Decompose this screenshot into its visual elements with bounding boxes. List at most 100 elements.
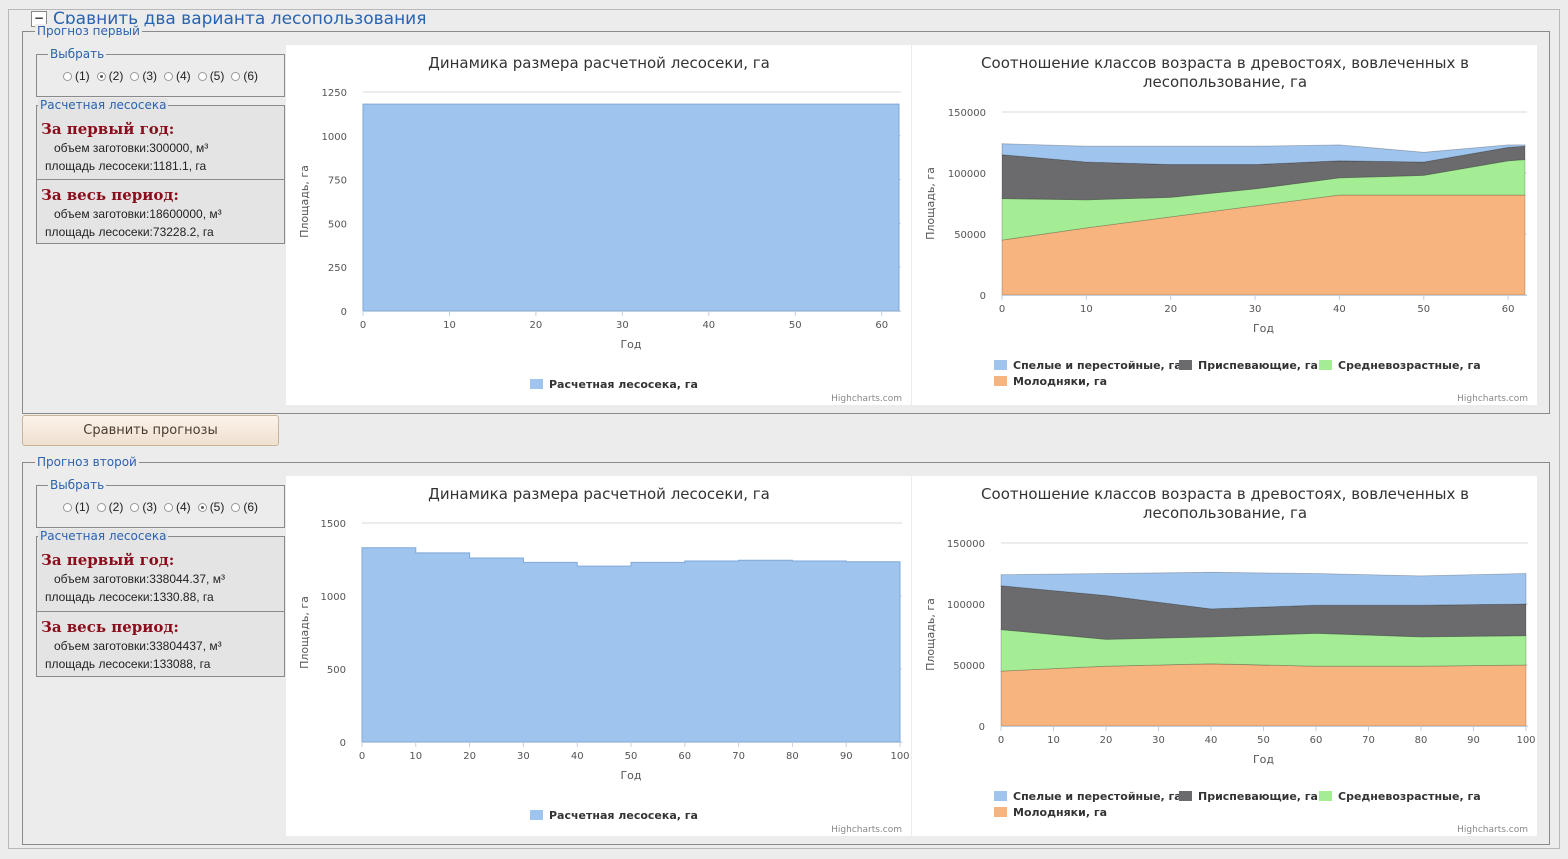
area-series-1 <box>361 547 901 743</box>
forecast-option-2[interactable]: (2) <box>96 500 124 514</box>
x-tick-label: 20 <box>1164 304 1177 315</box>
y-tick-label: 1500 <box>321 519 346 530</box>
chart-title-line: лесопользование, га <box>1143 504 1307 522</box>
radio-button[interactable] <box>231 71 241 81</box>
forecast-second-fieldset: Прогноз второй Выбрать (1) (2) (3) (4) (5) (6… <box>22 455 1550 845</box>
first-year-area: площадь лесосеки:1330.88, га <box>45 590 214 604</box>
first-year-heading: За первый год: <box>41 120 175 138</box>
radio-button[interactable] <box>63 71 72 81</box>
radio-label: (2) <box>108 500 124 514</box>
forecast-option-6[interactable]: (6) <box>231 69 258 83</box>
y-tick-label: 500 <box>328 219 347 230</box>
compare-fieldset: − Сравнить два варианта лесопользования <box>8 9 1560 849</box>
area-series-3 <box>1001 159 1526 241</box>
highcharts-credit: Highcharts.com <box>831 394 902 404</box>
chart-title-line: Динамика размера расчетной лесосеки, га <box>428 485 770 503</box>
first-year-area: площадь лесосеки:1181.1, га <box>45 159 207 173</box>
legend-swatch <box>994 360 1007 370</box>
legend-swatch <box>1179 360 1192 370</box>
y-axis-label: Площадь, га <box>924 167 937 240</box>
legend-swatch <box>994 791 1007 801</box>
forecast-option-3[interactable]: (3) <box>130 500 157 514</box>
forecast-option-2[interactable]: (2) <box>96 69 123 83</box>
radio-button[interactable] <box>231 502 241 512</box>
lot-size-chart-second: Динамика размера расчетной лесосеки, га 0… <box>286 476 911 836</box>
select-legend: Выбрать <box>48 478 107 492</box>
x-tick-label: 0 <box>359 751 365 762</box>
x-tick-label: 60 <box>678 751 691 762</box>
radio-label: (3) <box>142 69 158 83</box>
radio-label: (1) <box>75 69 90 83</box>
age-class-chart-svg: Соотношение классов возраста в древостоя… <box>924 54 1528 404</box>
forecast-first-legend: Прогноз первый <box>35 24 142 38</box>
forecast-option-5[interactable]: (5) <box>197 69 224 83</box>
y-tick-label: 0 <box>980 291 986 302</box>
first-year-heading: За первый год: <box>41 551 175 569</box>
radio-button[interactable] <box>130 71 140 81</box>
radio-button[interactable] <box>197 71 207 81</box>
age-class-chart-second: Соотношение классов возраста в древостоя… <box>912 476 1537 836</box>
lot-size-chart-svg: Динамика размера расчетной лесосеки, га 0… <box>298 54 902 404</box>
x-tick-label: 90 <box>1467 735 1480 746</box>
legend-label: Спелые и перестойные, га <box>1013 359 1182 372</box>
forecast-radio-group: (1) (2) (3) (4) (5) (6) <box>63 69 265 83</box>
area-series-4 <box>1000 663 1527 727</box>
y-tick-label: 0 <box>341 307 347 318</box>
area-series-1 <box>1000 571 1527 610</box>
radio-button[interactable] <box>130 502 140 512</box>
forecast-option-1[interactable]: (1) <box>63 69 90 83</box>
chart-title-line: лесопользование, га <box>1143 73 1307 91</box>
select-box: Выбрать (1) (2) (3) (4) (5) (6) <box>36 47 285 97</box>
highcharts-credit: Highcharts.com <box>1457 825 1528 835</box>
whole-period-area: площадь лесосеки:133088, га <box>45 657 211 671</box>
forecast-option-4[interactable]: (4) <box>164 69 191 83</box>
compare-forecasts-button[interactable]: Сравнить прогнозы <box>22 415 279 446</box>
radio-button[interactable] <box>96 71 106 81</box>
x-tick-label: 40 <box>1205 735 1218 746</box>
radio-label: (4) <box>176 69 191 83</box>
forecast-option-5[interactable]: (5) <box>197 500 224 514</box>
x-tick-label: 0 <box>999 304 1005 315</box>
whole-period-volume: объем заготовки:18600000, м³ <box>54 207 222 221</box>
radio-button[interactable] <box>197 502 207 512</box>
x-tick-label: 50 <box>1417 304 1430 315</box>
first-year-volume: объем заготовки:300000, м³ <box>54 141 209 155</box>
select-box: Выбрать (1) (2) (3) (4) (5) (6) <box>36 478 285 528</box>
y-tick-label: 50000 <box>953 661 985 672</box>
x-tick-label: 20 <box>1100 735 1113 746</box>
forecast-option-1[interactable]: (1) <box>63 500 90 514</box>
lot-divider <box>37 179 284 180</box>
forecast-radio-group: (1) (2) (3) (4) (5) (6) <box>63 500 265 514</box>
y-tick-label: 1000 <box>321 592 346 603</box>
forecast-option-6[interactable]: (6) <box>231 500 258 514</box>
x-axis-label: Год <box>620 769 641 782</box>
y-tick-label: 100000 <box>948 169 986 180</box>
y-tick-label: 750 <box>328 176 347 187</box>
lot-legend: Расчетная лесосека <box>38 529 169 543</box>
radio-button[interactable] <box>164 502 174 512</box>
radio-button[interactable] <box>96 502 106 512</box>
legend-swatch <box>530 810 543 820</box>
radio-button[interactable] <box>63 502 72 512</box>
forecast-option-3[interactable]: (3) <box>130 69 157 83</box>
age-class-chart-svg: Соотношение классов возраста в древостоя… <box>924 485 1536 835</box>
x-tick-label: 60 <box>1502 304 1515 315</box>
y-tick-label: 0 <box>340 738 346 749</box>
x-axis-label: Год <box>1253 753 1274 766</box>
whole-period-area: площадь лесосеки:73228.2, га <box>45 225 214 239</box>
x-tick-label: 80 <box>1415 735 1428 746</box>
x-tick-label: 20 <box>530 320 543 331</box>
legend-swatch <box>530 379 543 389</box>
chart-title: Динамика размера расчетной лесосеки, га <box>428 54 770 72</box>
radio-button[interactable] <box>164 71 174 81</box>
whole-period-heading: За весь период: <box>41 618 179 636</box>
lot-legend: Расчетная лесосека <box>38 98 169 112</box>
y-tick-label: 1250 <box>322 88 347 99</box>
x-tick-label: 60 <box>1310 735 1323 746</box>
x-tick-label: 40 <box>571 751 584 762</box>
y-axis-label: Площадь, га <box>298 596 311 669</box>
y-tick-label: 250 <box>328 263 347 274</box>
first-year-volume: объем заготовки:338044.37, м³ <box>54 572 225 586</box>
select-legend: Выбрать <box>48 47 107 61</box>
forecast-option-4[interactable]: (4) <box>164 500 191 514</box>
